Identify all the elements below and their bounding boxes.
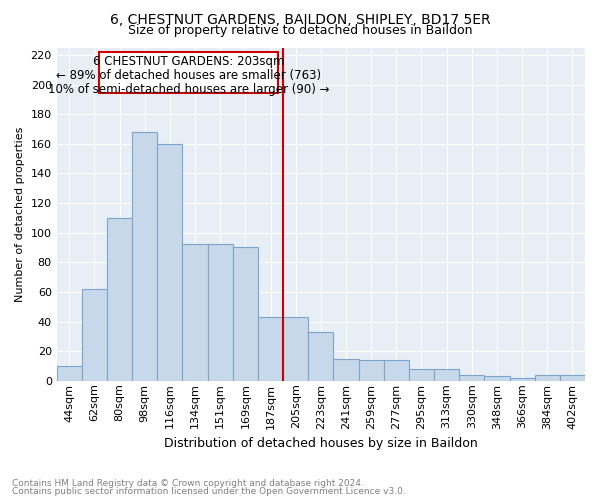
Text: ← 89% of detached houses are smaller (763): ← 89% of detached houses are smaller (76…	[56, 68, 322, 82]
Bar	[459, 375, 484, 381]
FancyBboxPatch shape	[100, 52, 278, 94]
Bar	[334, 358, 359, 381]
Bar	[157, 144, 182, 381]
Bar	[56, 366, 82, 381]
Bar	[258, 317, 283, 381]
Bar	[208, 244, 233, 381]
Bar	[409, 369, 434, 381]
Text: Size of property relative to detached houses in Baildon: Size of property relative to detached ho…	[128, 24, 472, 37]
Text: 10% of semi-detached houses are larger (90) →: 10% of semi-detached houses are larger (…	[48, 82, 329, 96]
Bar	[182, 244, 208, 381]
Bar	[359, 360, 384, 381]
Y-axis label: Number of detached properties: Number of detached properties	[15, 126, 25, 302]
Text: Contains HM Land Registry data © Crown copyright and database right 2024.: Contains HM Land Registry data © Crown c…	[12, 478, 364, 488]
Text: Contains public sector information licensed under the Open Government Licence v3: Contains public sector information licen…	[12, 487, 406, 496]
X-axis label: Distribution of detached houses by size in Baildon: Distribution of detached houses by size …	[164, 437, 478, 450]
Text: 6, CHESTNUT GARDENS, BAILDON, SHIPLEY, BD17 5ER: 6, CHESTNUT GARDENS, BAILDON, SHIPLEY, B…	[110, 12, 490, 26]
Bar	[509, 378, 535, 381]
Bar	[535, 375, 560, 381]
Bar	[283, 317, 308, 381]
Bar	[434, 369, 459, 381]
Text: 6 CHESTNUT GARDENS: 203sqm: 6 CHESTNUT GARDENS: 203sqm	[93, 55, 284, 68]
Bar	[132, 132, 157, 381]
Bar	[82, 289, 107, 381]
Bar	[384, 360, 409, 381]
Bar	[233, 248, 258, 381]
Bar	[107, 218, 132, 381]
Bar	[560, 375, 585, 381]
Bar	[484, 376, 509, 381]
Bar	[308, 332, 334, 381]
